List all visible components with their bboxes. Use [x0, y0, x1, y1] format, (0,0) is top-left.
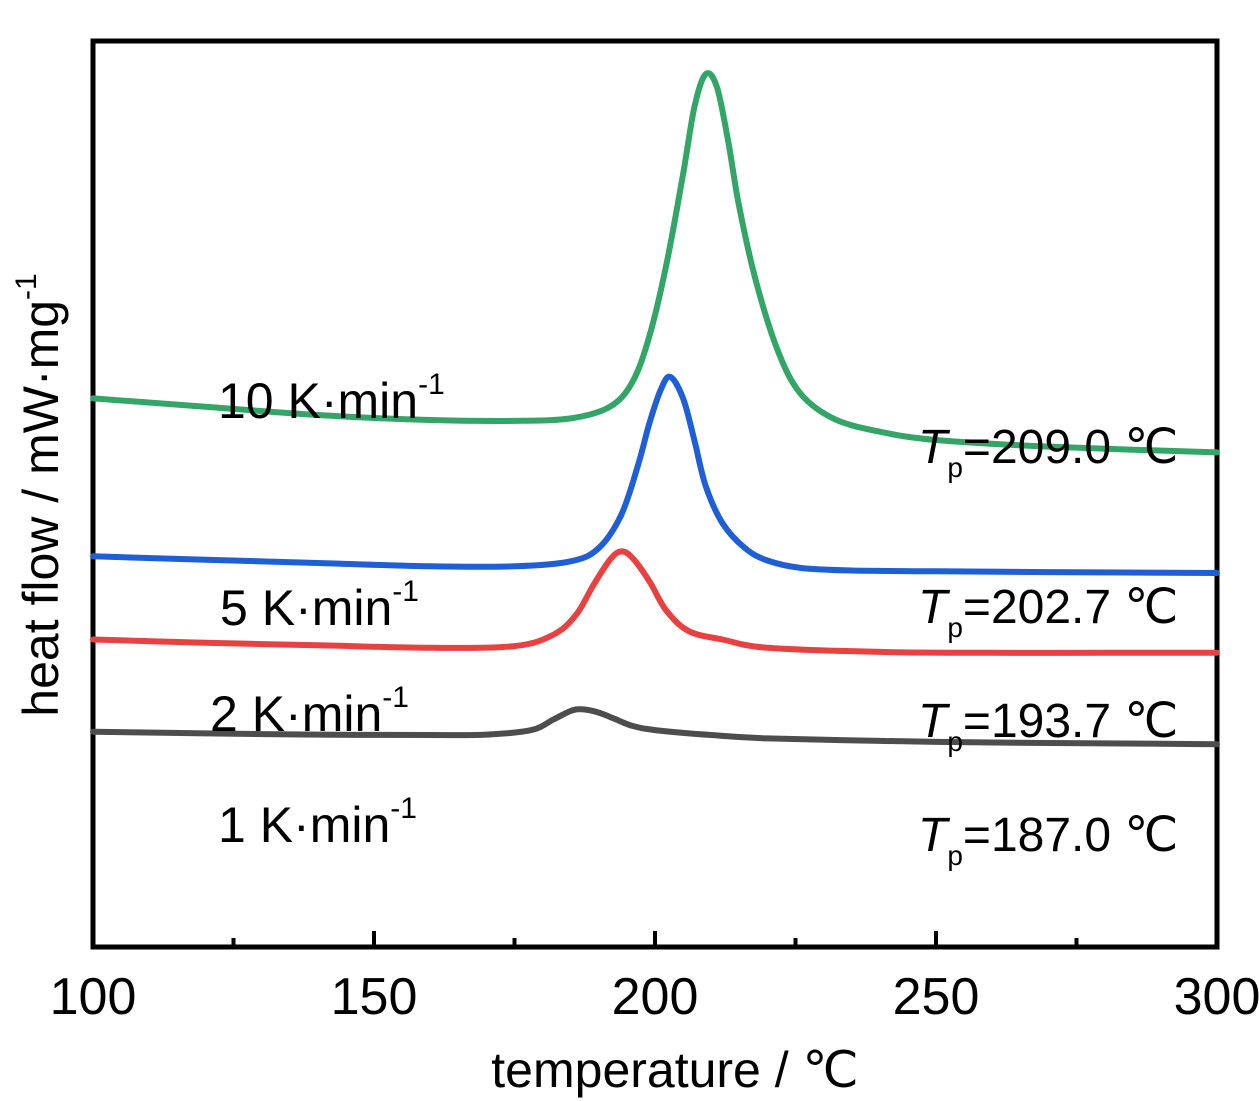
peak-label-3: Tp=209.0 ℃	[918, 421, 1178, 483]
x-tick-label: 100	[50, 968, 137, 1026]
series-label-1: 2 K·min-1	[210, 681, 409, 742]
peak-label-value: =193.7 ℃	[963, 695, 1178, 748]
series-label-text: 5 K·min	[220, 580, 392, 636]
series-line-1	[90, 548, 1220, 656]
x-axis-title: temperature / ℃	[491, 1042, 858, 1098]
series-label-sup: -1	[390, 792, 417, 825]
peak-label-1: Tp=193.7 ℃	[918, 695, 1178, 757]
series-label-sup: -1	[392, 575, 419, 608]
series-label-0: 1 K·min-1	[218, 792, 417, 853]
series-label-sup: -1	[382, 681, 409, 714]
peak-label-sub: p	[947, 840, 963, 871]
x-tick-label: 150	[331, 968, 418, 1026]
y-axis-title-text: heat flow / mW·mg	[13, 300, 69, 717]
series-label-sup: -1	[418, 368, 445, 401]
series-label-2: 5 K·min-1	[220, 575, 419, 636]
series-line-0	[90, 706, 1220, 748]
x-tick-label: 200	[612, 968, 699, 1026]
series-labels: 1 K·min-12 K·min-15 K·min-110 K·min-1	[210, 368, 445, 853]
x-axis-ticks	[91, 931, 1219, 947]
peak-label-T: T	[918, 695, 951, 748]
peak-label-sub: p	[947, 726, 963, 757]
x-tick-label: 250	[893, 968, 980, 1026]
peak-label-T: T	[918, 581, 951, 634]
series-line-2	[90, 373, 1220, 576]
peak-label-T: T	[918, 421, 951, 474]
series-lines	[90, 70, 1220, 748]
peak-label-T: T	[918, 809, 951, 862]
peak-label-value: =202.7 ℃	[963, 581, 1178, 634]
peak-labels: Tp=187.0 ℃Tp=193.7 ℃Tp=202.7 ℃Tp=209.0 ℃	[918, 421, 1178, 871]
y-axis-title-sup: -1	[10, 273, 43, 300]
y-axis-title: heat flow / mW·mg-1	[10, 273, 69, 716]
series-label-text: 10 K·min	[218, 373, 418, 429]
x-tick-label: 300	[1174, 968, 1259, 1026]
series-line-3	[90, 70, 1220, 456]
series-label-3: 10 K·min-1	[218, 368, 445, 429]
x-axis-tick-labels: 100 150 200 250 300	[50, 968, 1259, 1026]
peak-label-value: =187.0 ℃	[963, 809, 1178, 862]
peak-label-value: =209.0 ℃	[963, 421, 1178, 474]
peak-label-sub: p	[947, 612, 963, 643]
peak-label-0: Tp=187.0 ℃	[918, 809, 1178, 871]
series-label-text: 2 K·min	[210, 686, 382, 742]
series-label-text: 1 K·min	[218, 797, 390, 853]
peak-label-sub: p	[947, 452, 963, 483]
peak-label-2: Tp=202.7 ℃	[918, 581, 1178, 643]
